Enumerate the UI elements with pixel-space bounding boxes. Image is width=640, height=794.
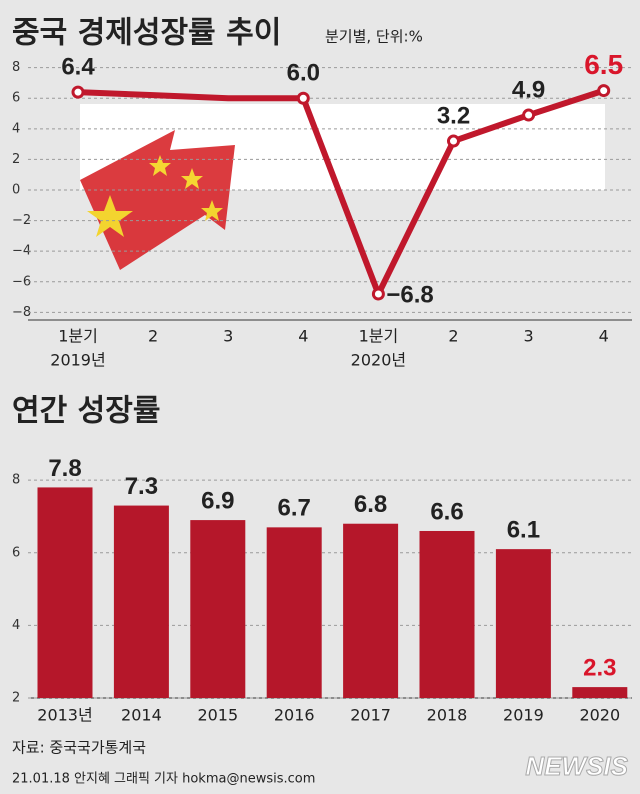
bar bbox=[266, 527, 322, 698]
x-tick-label: 2015 bbox=[197, 706, 238, 725]
data-label: 6.9 bbox=[201, 487, 234, 514]
data-label: 7.3 bbox=[125, 473, 158, 500]
x-tick-label: 2020 bbox=[579, 706, 620, 725]
y-tick-label: 6 bbox=[12, 91, 20, 106]
data-label: −6.8 bbox=[386, 281, 433, 308]
x-tick-label: 2014 bbox=[121, 706, 162, 725]
x-year-label: 2020년 bbox=[351, 351, 406, 370]
bar bbox=[495, 549, 551, 698]
bar bbox=[343, 523, 399, 698]
x-tick-label: 3 bbox=[223, 327, 233, 346]
point bbox=[522, 108, 536, 122]
data-label: 6.7 bbox=[278, 495, 311, 522]
bar bbox=[572, 687, 628, 698]
bar bbox=[419, 530, 475, 698]
data-label: 6.5 bbox=[584, 49, 623, 80]
point bbox=[447, 134, 460, 148]
point bbox=[597, 84, 611, 98]
data-label: 6.8 bbox=[354, 491, 387, 518]
line bbox=[77, 87, 605, 297]
data-label: 6.0 bbox=[287, 60, 320, 87]
y-tick-label: 8 bbox=[12, 60, 20, 75]
chart-title: 연간 성장률 bbox=[12, 394, 160, 429]
point bbox=[296, 91, 310, 105]
data-label: 3.2 bbox=[437, 102, 470, 129]
chart-title: 중국 경제성장률 추이 bbox=[12, 16, 281, 51]
data-label: 6.6 bbox=[430, 498, 463, 525]
x-tick-label: 2 bbox=[448, 327, 458, 346]
x-tick-label: 2013년 bbox=[37, 706, 92, 725]
y-tick-label: 6 bbox=[12, 545, 20, 560]
data-label: 6.1 bbox=[507, 516, 540, 543]
x-tick-label: 2 bbox=[148, 327, 158, 346]
y-tick-label: 8 bbox=[12, 473, 20, 488]
x-year-label: 2019년 bbox=[50, 351, 105, 370]
x-tick-label: 2016 bbox=[274, 706, 315, 725]
y-tick-label: 4 bbox=[12, 121, 20, 136]
y-tick-label: 4 bbox=[12, 618, 20, 633]
credit: 21.01.18 안지혜 그래픽 기자 hokma@newsis.com bbox=[12, 772, 315, 787]
y-tick-label: −6 bbox=[12, 274, 31, 289]
y-tick-label: 2 bbox=[12, 691, 20, 706]
x-tick-label: 4 bbox=[298, 327, 308, 346]
bar bbox=[37, 487, 93, 698]
logo: NEWSIS bbox=[525, 751, 628, 781]
x-tick-label: 2019 bbox=[503, 706, 544, 725]
data-label: 2.3 bbox=[583, 654, 616, 681]
y-tick-label: −2 bbox=[12, 213, 31, 228]
y-tick-label: 2 bbox=[12, 152, 20, 167]
y-tick-label: −4 bbox=[12, 244, 31, 259]
bar bbox=[113, 505, 169, 698]
x-tick-label: 1분기 bbox=[58, 327, 98, 346]
y-tick-label: 0 bbox=[12, 183, 20, 198]
x-tick-label: 3 bbox=[524, 327, 534, 346]
bar bbox=[190, 520, 246, 698]
source: 자료: 중국국가통계국 bbox=[12, 739, 146, 757]
data-label: 6.4 bbox=[61, 53, 95, 80]
data-label: 4.9 bbox=[512, 76, 545, 103]
x-tick-label: 4 bbox=[599, 327, 609, 346]
point bbox=[71, 85, 85, 99]
x-tick-label: 1분기 bbox=[359, 327, 399, 346]
chart-subtitle: 분기별, 단위:% bbox=[325, 28, 423, 46]
y-tick-label: −8 bbox=[12, 305, 31, 320]
flag-decoration bbox=[80, 130, 235, 270]
x-tick-label: 2018 bbox=[427, 706, 468, 725]
data-label: 7.8 bbox=[48, 455, 81, 482]
point bbox=[371, 287, 385, 301]
x-tick-label: 2017 bbox=[350, 706, 391, 725]
